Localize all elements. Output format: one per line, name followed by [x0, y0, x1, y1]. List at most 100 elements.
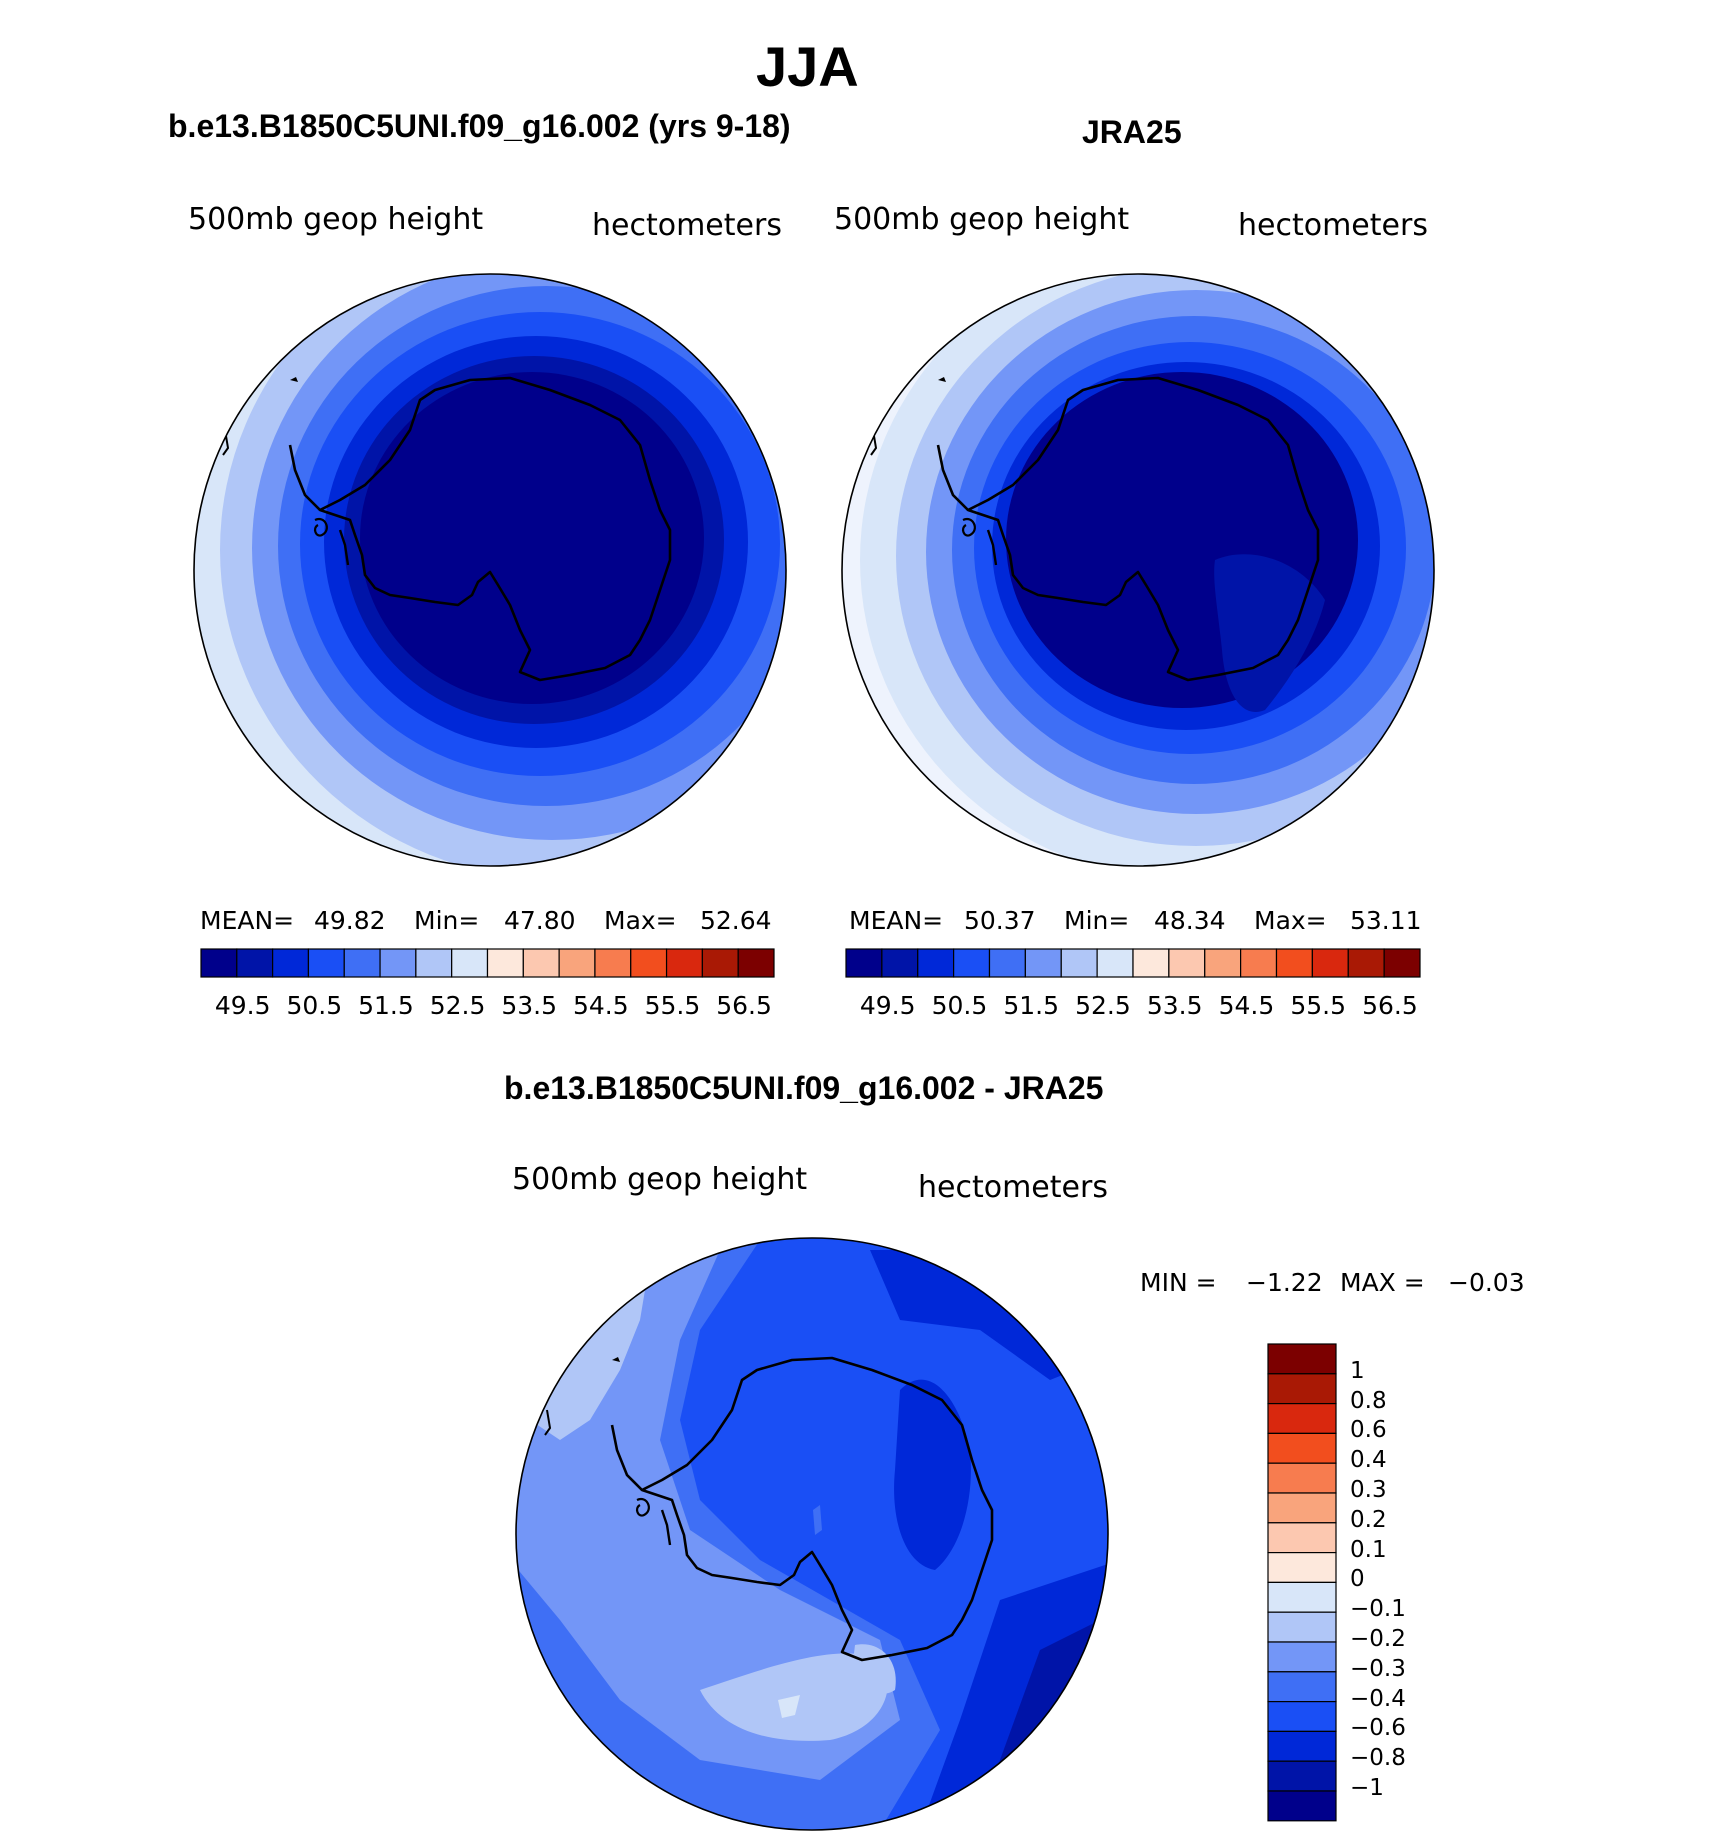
- panel1-colorbar-box: [343, 948, 381, 978]
- diff-variable-label: 500mb geop height: [512, 1162, 808, 1197]
- diff-colorbar-box: [1267, 1671, 1337, 1703]
- diff-max-value: −0.03: [1448, 1268, 1525, 1297]
- diff-colorbar-box: [1267, 1343, 1337, 1375]
- diff-colorbar-box: [1267, 1373, 1337, 1405]
- panel1-colorbar-box: [307, 948, 345, 978]
- diff-colorbar-tick-label: −0.3: [1350, 1655, 1406, 1682]
- panel1-min-value: 47.80: [504, 906, 576, 935]
- panel2-colorbar-tick-label: 50.5: [931, 991, 988, 1020]
- diff-colorbar-tick-label: 0: [1350, 1566, 1365, 1593]
- diff-colorbar-box: [1267, 1551, 1337, 1583]
- panel1-colorbar-box: [272, 948, 310, 978]
- panel2-colorbar-box: [1168, 948, 1206, 978]
- diff-max-label: MAX =: [1340, 1268, 1425, 1297]
- panel1-colorbar-box: [379, 948, 417, 978]
- panel1-colorbar-box: [665, 948, 703, 978]
- diff-colorbar-box: [1267, 1790, 1337, 1822]
- panel1-colorbar-box: [701, 948, 739, 978]
- panel2-colorbar-box: [1311, 948, 1349, 978]
- panel1-case-title: b.e13.B1850C5UNI.f09_g16.002 (yrs 9-18): [168, 108, 791, 144]
- diff-colorbar-box: [1267, 1462, 1337, 1494]
- panel2-units-label: hectometers: [1238, 208, 1428, 243]
- panel2-map: [842, 274, 1434, 866]
- panel2-colorbar-tick-label: 53.5: [1146, 991, 1203, 1020]
- panel2-case-title: JRA25: [1082, 114, 1182, 150]
- panel1-colorbar-tick-label: 55.5: [644, 991, 701, 1020]
- season-title: JJA: [756, 35, 859, 98]
- panel2-colorbar-box: [988, 948, 1026, 978]
- panel2-colorbar-box: [1024, 948, 1062, 978]
- panel2-colorbar-tick-label: 52.5: [1075, 991, 1131, 1020]
- diff-colorbar-tick-label: 1: [1350, 1357, 1365, 1384]
- panel2-colorbar-tick-label: 56.5: [1362, 991, 1418, 1020]
- panel2-colorbar-box: [1204, 948, 1242, 978]
- diff-min-label: MIN =: [1140, 1268, 1217, 1297]
- diff-colorbar-tick-label: −0.8: [1350, 1745, 1406, 1772]
- panel1-colorbar-box: [522, 948, 560, 978]
- panel2-min-label: Min=: [1064, 906, 1130, 935]
- panel1-colorbar-box: [594, 948, 632, 978]
- panel2-colorbar-box: [881, 948, 919, 978]
- panel1-colorbar-box: [558, 948, 596, 978]
- panel1-colorbar-tick-label: 52.5: [429, 991, 486, 1020]
- panel1-colorbar-tick-label: 54.5: [572, 991, 629, 1020]
- panel2-min-value: 48.34: [1154, 906, 1226, 935]
- panel1-mean-value: 49.82: [314, 906, 386, 935]
- panel2-colorbar-tick-label: 51.5: [1003, 991, 1060, 1020]
- diff-map: [516, 1238, 1108, 1830]
- panel1-units-label: hectometers: [592, 208, 782, 243]
- panel2-colorbar-box: [953, 948, 991, 978]
- diff-colorbar: [1267, 1343, 1337, 1822]
- diff-colorbar-tick-label: 0.6: [1350, 1417, 1387, 1444]
- panel2-colorbar-box: [1096, 948, 1134, 978]
- panel1-colorbar-tick-label: 53.5: [501, 991, 557, 1020]
- diff-colorbar-tick-label: −0.4: [1350, 1685, 1406, 1712]
- diff-colorbar-tick-label: 0.2: [1350, 1506, 1387, 1533]
- diff-colorbar-box: [1267, 1700, 1337, 1732]
- panel1-variable-label: 500mb geop height: [188, 202, 484, 237]
- diff-colorbar-tick-label: −0.6: [1350, 1715, 1406, 1742]
- diff-colorbar-box: [1267, 1492, 1337, 1524]
- panel2-colorbar-tick-label: 49.5: [859, 991, 916, 1020]
- panel2-colorbar-box: [1275, 948, 1313, 978]
- diff-min-value: −1.22: [1246, 1268, 1323, 1297]
- panel2-variable-label: 500mb geop height: [834, 202, 1130, 237]
- diff-colorbar-tick-label: −1: [1350, 1775, 1384, 1801]
- panel2-max-value: 53.11: [1350, 906, 1422, 935]
- panel1-colorbar-box: [200, 948, 238, 978]
- diff-colorbar-box: [1267, 1641, 1337, 1673]
- panel2-max-label: Max=: [1254, 906, 1327, 935]
- panel1-colorbar-tick-label: 51.5: [358, 991, 414, 1020]
- panel2-colorbar-box: [845, 948, 883, 978]
- diff-colorbar-box: [1267, 1581, 1337, 1613]
- diff-colorbar-box: [1267, 1432, 1337, 1464]
- diff-colorbar-box: [1267, 1611, 1337, 1643]
- panel1-map: [194, 274, 786, 866]
- panel1-colorbar-tick-label: 56.5: [716, 991, 772, 1020]
- panel1-colorbar-box: [451, 948, 489, 978]
- panel1-max-label: Max=: [604, 906, 677, 935]
- panel1-colorbar-tick-label: 50.5: [286, 991, 343, 1020]
- diff-colorbar-tick-label: 0.1: [1350, 1536, 1387, 1563]
- panel2-colorbar-box: [1132, 948, 1170, 978]
- diff-colorbar-tick-label: 0.8: [1350, 1387, 1387, 1414]
- panel2-colorbar-box: [1383, 948, 1421, 978]
- panel1-min-label: Min=: [414, 906, 480, 935]
- panel2-mean-label: MEAN=: [849, 906, 944, 935]
- panel1-mean-label: MEAN=: [200, 906, 295, 935]
- diff-colorbar-box: [1267, 1760, 1337, 1792]
- panel2-colorbar-tick-label: 55.5: [1290, 991, 1347, 1020]
- panel1-colorbar: [200, 948, 775, 978]
- panel2-colorbar: [845, 948, 1421, 978]
- diff-colorbar-tick-label: −0.1: [1350, 1596, 1406, 1623]
- diff-colorbar-box: [1267, 1522, 1337, 1554]
- diff-colorbar-tick-label: 0.4: [1350, 1447, 1387, 1474]
- diff-colorbar-box: [1267, 1730, 1337, 1762]
- panel1-colorbar-box: [737, 948, 775, 978]
- panel2-colorbar-tick-label: 54.5: [1218, 991, 1275, 1020]
- panel1-colorbar-box: [415, 948, 453, 978]
- panel1-colorbar-tick-label: 49.5: [214, 991, 271, 1020]
- panel1-max-value: 52.64: [700, 906, 772, 935]
- panel2-colorbar-box: [1060, 948, 1098, 978]
